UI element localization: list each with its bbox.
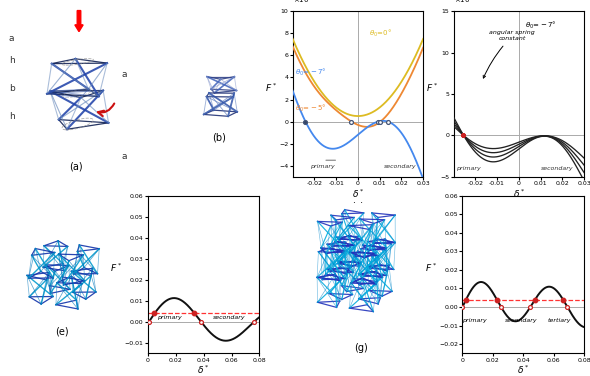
Text: h: h xyxy=(9,56,15,65)
Text: a: a xyxy=(121,152,127,161)
Text: (a): (a) xyxy=(70,162,83,172)
Text: (c): (c) xyxy=(352,202,365,212)
Text: (d): (d) xyxy=(512,202,526,212)
X-axis label: $\delta^*$: $\delta^*$ xyxy=(198,364,210,376)
Text: $\theta_0\!=\!-7°$: $\theta_0\!=\!-7°$ xyxy=(525,20,557,31)
Text: $\theta_0\!=\!-7°$: $\theta_0\!=\!-7°$ xyxy=(295,67,327,79)
X-axis label: $\delta^*$: $\delta^*$ xyxy=(352,187,364,200)
X-axis label: $\delta^*$: $\delta^*$ xyxy=(513,187,525,200)
Text: $\times10^{-3}$: $\times10^{-3}$ xyxy=(293,0,316,6)
Text: angular spring
constant: angular spring constant xyxy=(483,30,535,78)
Text: $\theta_0\!=\!0°$: $\theta_0\!=\!0°$ xyxy=(369,27,392,39)
Text: h: h xyxy=(9,112,15,121)
Text: tertiary: tertiary xyxy=(548,318,571,323)
Text: (b): (b) xyxy=(212,132,227,142)
Text: primary: primary xyxy=(455,166,480,171)
Text: a: a xyxy=(121,70,127,79)
Text: secondary: secondary xyxy=(384,164,417,169)
Text: secondary: secondary xyxy=(505,318,537,323)
Text: $\theta_0\!=\!-5°$: $\theta_0\!=\!-5°$ xyxy=(295,103,327,114)
Text: secondary: secondary xyxy=(212,315,245,320)
Text: a: a xyxy=(9,33,14,42)
Y-axis label: $F^*$: $F^*$ xyxy=(110,262,123,274)
Text: secondary: secondary xyxy=(540,166,573,171)
Text: primary: primary xyxy=(310,164,335,169)
Y-axis label: $F^*$: $F^*$ xyxy=(265,82,277,94)
Y-axis label: $F^*$: $F^*$ xyxy=(425,262,437,274)
Y-axis label: $F^*$: $F^*$ xyxy=(426,82,438,94)
Text: primary: primary xyxy=(463,318,487,323)
X-axis label: $\delta^*$: $\delta^*$ xyxy=(517,364,529,376)
Text: (e): (e) xyxy=(55,327,68,337)
Text: (g): (g) xyxy=(354,343,368,353)
Text: primary: primary xyxy=(157,315,182,320)
Text: $\times10^{-3}$: $\times10^{-3}$ xyxy=(454,0,477,6)
Text: b: b xyxy=(9,84,15,93)
